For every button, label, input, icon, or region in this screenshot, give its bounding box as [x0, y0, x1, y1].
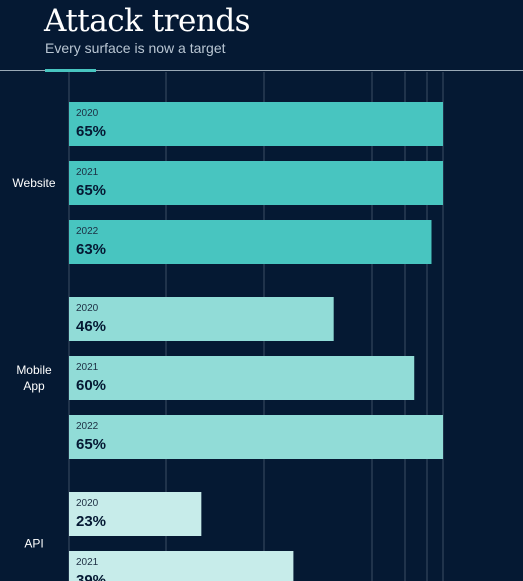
bar-value-label: 65%: [76, 182, 106, 199]
bar-year-label: 2021: [76, 362, 99, 373]
bar-2-0: [69, 492, 202, 536]
bar-value-label: 65%: [76, 123, 106, 140]
category-label: Mobile: [16, 363, 52, 377]
chart-subtitle: Every surface is now a target: [45, 40, 226, 56]
category-label: App: [23, 379, 45, 393]
bar-year-label: 2020: [76, 303, 99, 314]
bar-year-label: 2022: [76, 226, 99, 237]
bar-value-label: 23%: [76, 513, 106, 530]
bar-value-label: 39%: [76, 572, 106, 581]
bar-value-label: 60%: [76, 377, 106, 394]
category-label: Website: [12, 176, 55, 190]
bar-year-label: 2020: [76, 498, 99, 509]
bar-1-2: [69, 415, 443, 459]
bar-2-1: [69, 551, 294, 581]
bar-value-label: 65%: [76, 436, 106, 453]
bar-value-label: 46%: [76, 318, 106, 335]
bar-value-label: 63%: [76, 241, 106, 258]
bar-0-0: [69, 102, 443, 146]
bar-year-label: 2020: [76, 108, 99, 119]
bar-0-1: [69, 161, 443, 205]
bar-1-0: [69, 297, 334, 341]
chart-title: Attack trends: [44, 3, 251, 39]
bar-0-2: [69, 220, 432, 264]
attack-trends-bar-chart: 2020 65% 2021 65% 2022 63% Website 2020 46% 2021 6…: [12, 72, 444, 581]
bar-1-1: [69, 356, 415, 400]
bar-year-label: 2021: [76, 557, 99, 568]
header-divider: [0, 70, 523, 71]
header-accent-bar: [45, 69, 96, 72]
bar-year-label: 2021: [76, 167, 99, 178]
category-label: API: [24, 537, 43, 551]
bar-year-label: 2022: [76, 421, 99, 432]
